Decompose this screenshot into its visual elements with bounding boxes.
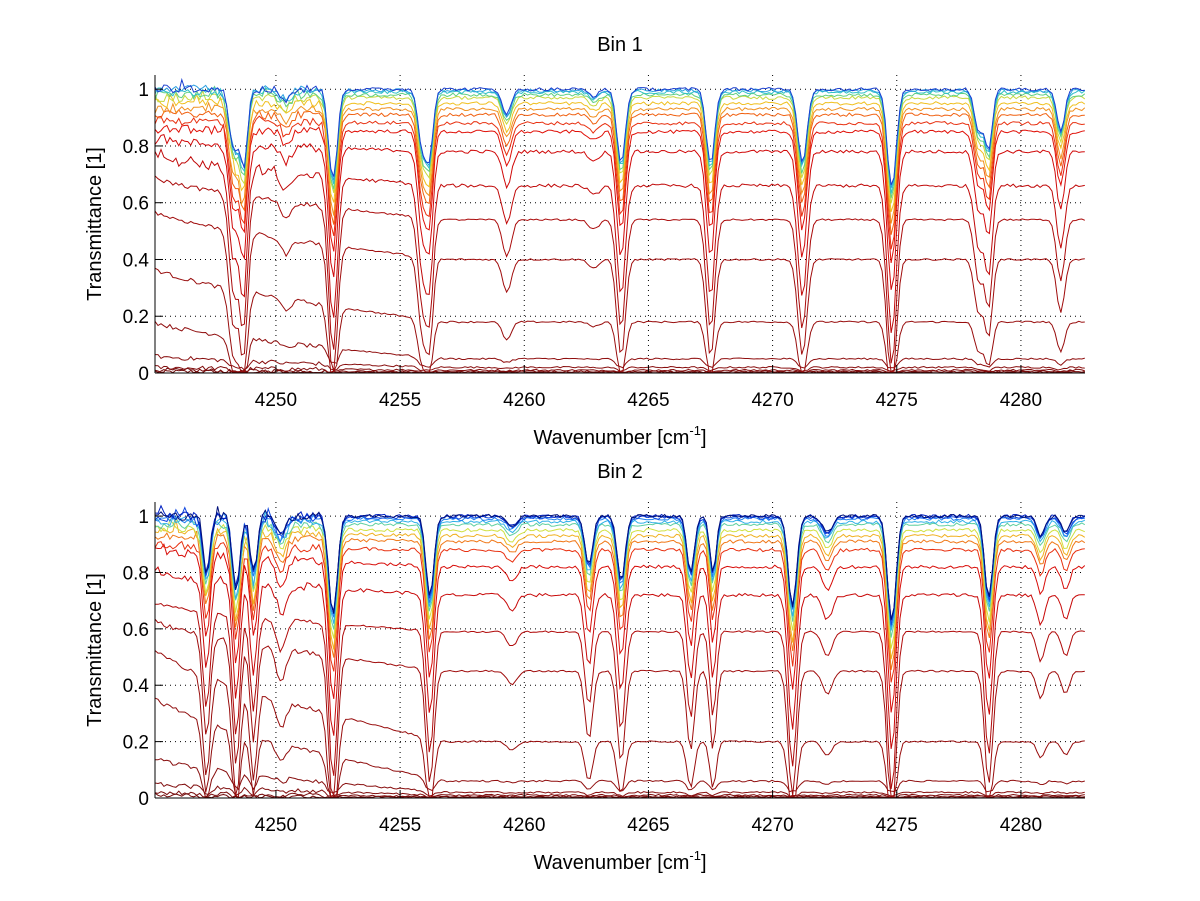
y-tick-label: 0.8	[123, 563, 149, 584]
series-line	[155, 101, 1085, 224]
x-tick-label: 4275	[876, 390, 918, 411]
series-line	[155, 782, 1085, 798]
x-tick-label: 4260	[503, 815, 545, 836]
series-line	[155, 210, 1085, 373]
series-line	[155, 123, 1085, 263]
y-axis-label: Transmittance [1]	[84, 147, 106, 301]
x-tick-label: 4270	[751, 815, 793, 836]
x-tick-label: 4260	[503, 390, 545, 411]
series-line	[155, 510, 1085, 631]
series-line	[155, 518, 1085, 649]
series-line	[155, 758, 1085, 798]
series-line	[155, 84, 1085, 189]
x-tick-label: 4275	[876, 815, 918, 836]
series-line	[155, 175, 1085, 364]
y-tick-label: 0.6	[123, 194, 149, 215]
y-tick-label: 0.8	[123, 137, 149, 158]
series-line	[155, 511, 1085, 627]
x-tick-label: 4280	[1000, 815, 1042, 836]
x-tick-label: 4250	[255, 390, 297, 411]
series-line	[155, 566, 1085, 749]
x-tick-label: 4255	[379, 390, 421, 411]
y-tick-label: 0	[138, 364, 149, 385]
subplot-bin-2: 4250 4255 4260 4265 4270 4275 4280 0 0.2 0.4 0.6 0.…	[84, 461, 1085, 874]
x-tick-label: 4280	[1000, 390, 1042, 411]
x-tick-label: 4250	[255, 815, 297, 836]
series-line	[155, 650, 1085, 798]
x-tick-label: 4255	[379, 815, 421, 836]
chart-title: Bin 2	[597, 461, 643, 483]
y-tick-label: 0	[138, 789, 149, 810]
x-tick-label: 4265	[627, 390, 669, 411]
series-line	[155, 540, 1085, 683]
series-line	[155, 93, 1085, 212]
series-line	[155, 321, 1085, 373]
series-line	[155, 133, 1085, 290]
series-group	[155, 77, 1085, 373]
series-line	[155, 516, 1085, 638]
x-tick-label: 4265	[627, 815, 669, 836]
y-tick-label: 0.2	[123, 733, 149, 754]
series-line	[155, 530, 1085, 671]
x-tick-label: 4270	[751, 390, 793, 411]
series-line	[155, 267, 1085, 373]
subplot-bin-1: 4250 4255 4260 4265 4270 4275 4280 0 0.2 0.4 0.6 0.…	[84, 34, 1085, 449]
y-tick-label: 0.2	[123, 307, 149, 328]
y-tick-label: 1	[138, 507, 149, 528]
series-line	[155, 543, 1085, 713]
series-line	[155, 77, 1085, 186]
series-line	[155, 602, 1085, 790]
y-tick-label: 0.6	[123, 620, 149, 641]
series-line	[155, 115, 1085, 250]
chart-title: Bin 1	[597, 34, 643, 56]
x-axis-label: Wavenumber [cm-1]	[533, 848, 706, 874]
y-tick-label: 1	[138, 80, 149, 101]
series-line	[155, 506, 1085, 621]
series-group	[155, 504, 1085, 798]
y-tick-label: 0.4	[123, 676, 150, 697]
x-axis-label: Wavenumber [cm-1]	[533, 423, 706, 449]
y-axis-label: Transmittance [1]	[84, 573, 106, 727]
series-line	[155, 148, 1085, 333]
series-line	[155, 618, 1085, 797]
y-tick-label: 0.4	[123, 250, 150, 271]
series-line	[155, 519, 1085, 660]
series-line	[155, 109, 1085, 235]
